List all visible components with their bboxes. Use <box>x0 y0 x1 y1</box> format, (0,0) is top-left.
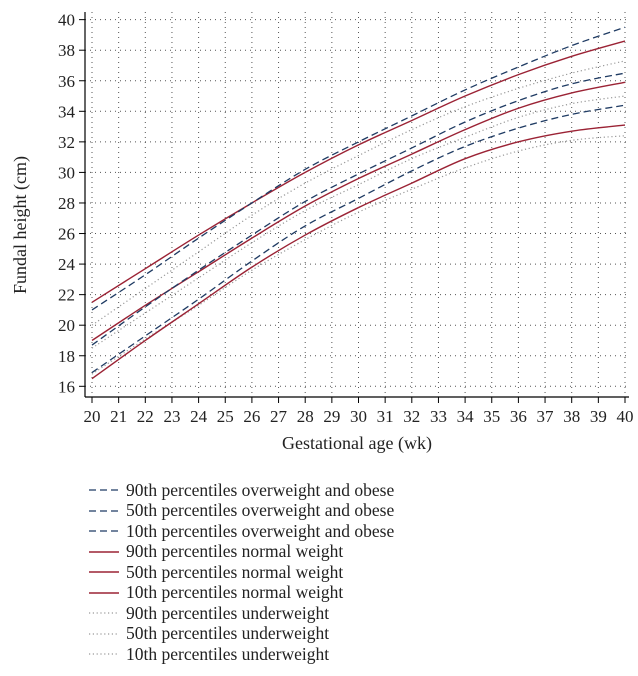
legend-item: 50th percentiles normal weight <box>88 562 608 583</box>
x-tick-label: 30 <box>350 407 367 426</box>
x-tick-label: 33 <box>430 407 447 426</box>
x-tick-label: 40 <box>617 407 634 426</box>
y-tick-label: 24 <box>58 255 76 274</box>
legend-label: 50th percentiles overweight and obese <box>126 500 395 520</box>
x-tick-label: 34 <box>457 407 475 426</box>
series-lines <box>91 26 626 380</box>
legend-item: 10th percentiles overweight and obese <box>88 521 608 542</box>
series-line-4 <box>91 40 626 303</box>
y-tick-label: 40 <box>58 11 75 30</box>
y-tick-label: 36 <box>58 72 75 91</box>
legend-label: 90th percentiles underweight <box>126 602 330 623</box>
legend-swatch <box>89 510 119 512</box>
x-tick-label: 32 <box>403 407 420 426</box>
y-tick-label: 30 <box>58 163 75 182</box>
series-line-6 <box>91 124 626 380</box>
x-tick-label: 28 <box>297 407 314 426</box>
legend-swatch <box>89 551 119 553</box>
fundal-height-chart: 20 21 22 23 24 25 26 27 28 29 30 31 32 33 34 35 36 37 38 39… <box>10 11 634 454</box>
legend-swatch <box>89 612 119 614</box>
x-tick-label: 27 <box>270 407 288 426</box>
x-tick-label: 36 <box>510 407 527 426</box>
x-tick-label: 20 <box>84 407 101 426</box>
legend-label: 50th percentiles underweight <box>126 623 330 643</box>
x-tick-label: 25 <box>217 407 234 426</box>
x-tick-label: 38 <box>563 407 580 426</box>
x-axis-label: Gestational age (wk) <box>282 433 432 454</box>
x-tick-label: 31 <box>377 407 394 426</box>
series-line-9 <box>91 135 626 375</box>
series-line-3 <box>91 104 626 374</box>
legend-label: 10th percentiles underweight <box>126 643 330 664</box>
series-line-2 <box>91 72 626 346</box>
x-tick-label: 22 <box>137 407 154 426</box>
legend-label: 90th percentiles normal weight <box>126 541 344 561</box>
series-line-1 <box>91 26 626 311</box>
y-tick-label: 34 <box>58 102 76 121</box>
legend: 90th percentiles overweight and obese 50t… <box>88 480 608 665</box>
legend-swatch <box>89 489 119 491</box>
legend-label: 10th percentiles normal weight <box>126 582 344 602</box>
x-tick-label: 26 <box>243 407 260 426</box>
x-tick-label: 29 <box>323 407 340 426</box>
legend-item: 10th percentiles normal weight <box>88 583 608 604</box>
y-tick-label: 16 <box>58 377 75 396</box>
legend-label: 10th percentiles overweight and obese <box>126 520 395 541</box>
y-tick-label: 22 <box>58 286 75 305</box>
legend-item: 10th percentiles underweight <box>88 644 608 665</box>
legend-swatch <box>89 592 119 594</box>
legend-item: 90th percentiles underweight <box>88 603 608 624</box>
grid <box>85 12 629 397</box>
legend-item: 90th percentiles normal weight <box>88 542 608 563</box>
legend-item: 90th percentiles overweight and obese <box>88 480 608 501</box>
legend-item: 50th percentiles underweight <box>88 624 608 645</box>
x-tick-label: 21 <box>110 407 127 426</box>
legend-swatch <box>89 653 119 655</box>
legend-label: 90th percentiles overweight and obese <box>126 479 395 500</box>
x-tick-label: 24 <box>190 407 208 426</box>
x-tick-label: 23 <box>163 407 180 426</box>
x-tick-label: 39 <box>590 407 607 426</box>
legend-swatch <box>89 571 119 573</box>
series-line-7 <box>91 60 626 326</box>
y-tick-label: 32 <box>58 133 75 152</box>
legend-label: 50th percentiles normal weight <box>126 561 344 582</box>
y-tick-label: 20 <box>58 316 75 335</box>
y-tick-label: 28 <box>58 194 75 213</box>
y-tick-label: 38 <box>58 41 75 60</box>
legend-swatch <box>89 633 119 635</box>
y-axis-label: Fundal height (cm) <box>10 156 31 294</box>
y-tick-label: 18 <box>58 347 75 366</box>
y-tick-label: 26 <box>58 225 75 244</box>
x-tick-label: 37 <box>537 407 555 426</box>
legend-item: 50th percentiles overweight and obese <box>88 501 608 522</box>
legend-swatch <box>89 530 119 532</box>
x-tick-label: 35 <box>483 407 500 426</box>
axes: 20 21 22 23 24 25 26 27 28 29 30 31 32 33 34 35 36 37 38 39… <box>58 11 634 426</box>
